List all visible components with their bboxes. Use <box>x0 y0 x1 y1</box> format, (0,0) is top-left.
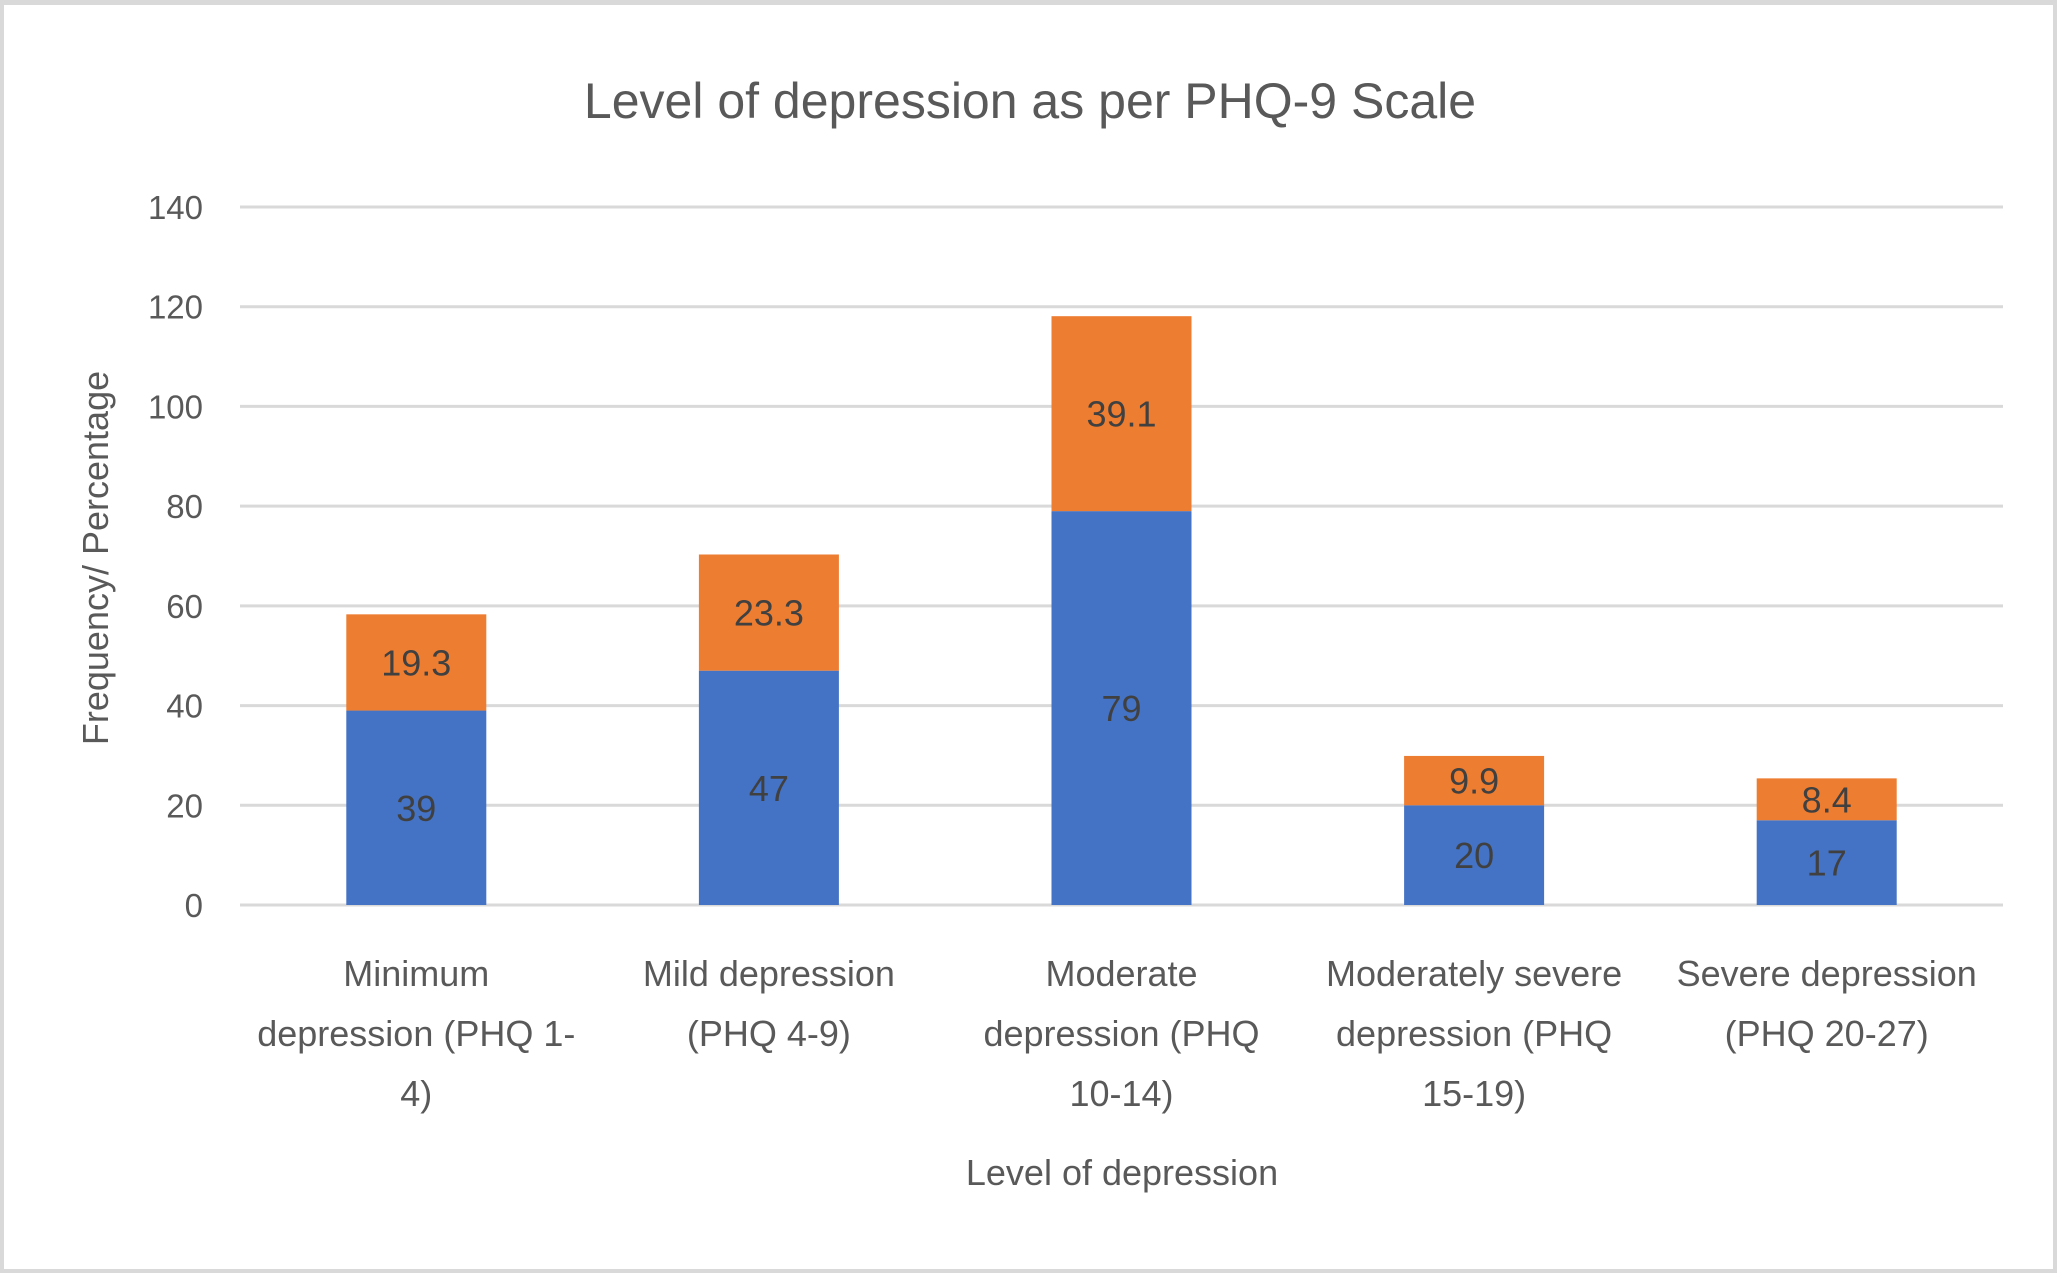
data-label-frequency: 47 <box>749 768 789 809</box>
data-label-frequency: 17 <box>1807 843 1847 884</box>
x-axis-title: Level of depression <box>966 1152 1278 1193</box>
data-label-percentage: 8.4 <box>1802 779 1852 820</box>
data-labels: 39 19.3 47 23.3 79 39.1 20 9.9 17 8.4 <box>381 394 1851 884</box>
x-category-label: 4) <box>400 1073 432 1114</box>
y-tick-label: 100 <box>148 388 203 425</box>
bar-segment-frequency <box>698 670 839 905</box>
data-label-frequency: 79 <box>1101 688 1141 729</box>
x-category-label: Moderately severe <box>1326 953 1622 994</box>
y-tick-label: 60 <box>166 588 203 625</box>
y-tick-label: 40 <box>166 688 203 725</box>
data-label-percentage: 39.1 <box>1086 394 1156 435</box>
chart-title: Level of depression as per PHQ-9 Scale <box>584 73 1476 129</box>
bar-segment-percentage <box>1051 316 1192 512</box>
x-category-label: 15-19) <box>1422 1073 1526 1114</box>
bar-segment-frequency <box>1051 511 1192 905</box>
y-tick-label: 0 <box>185 887 203 924</box>
x-category-label: Moderate <box>1045 953 1197 994</box>
y-tick-label: 140 <box>148 189 203 226</box>
x-category-label: Mild depression <box>643 953 895 994</box>
data-label-frequency: 20 <box>1454 835 1494 876</box>
x-category-label: Severe depression <box>1677 953 1977 994</box>
x-category-label: (PHQ 20-27) <box>1725 1013 1929 1054</box>
x-category-label: depression (PHQ <box>1336 1013 1612 1054</box>
x-category-label: 10-14) <box>1069 1073 1173 1114</box>
bar-segment-percentage <box>698 554 839 671</box>
y-tick-label: 120 <box>148 289 203 326</box>
data-label-percentage: 19.3 <box>381 642 451 683</box>
y-axis-ticks: 0 20 40 60 80 100 120 140 <box>148 189 203 924</box>
bars <box>346 316 1897 905</box>
bar-segment-percentage <box>1404 755 1545 806</box>
x-category-label: depression (PHQ 1- <box>257 1013 575 1054</box>
bar-segment-frequency <box>346 710 487 905</box>
data-label-frequency: 39 <box>396 788 436 829</box>
x-category-label: depression (PHQ <box>983 1013 1259 1054</box>
bar-segment-percentage <box>346 614 487 711</box>
data-label-percentage: 23.3 <box>734 593 804 634</box>
y-axis-title: Frequency/ Percentage <box>75 371 116 745</box>
y-tick-label: 20 <box>166 787 203 824</box>
bar-segment-percentage <box>1756 778 1897 821</box>
y-tick-label: 80 <box>166 488 203 525</box>
bar-segment-frequency <box>1404 805 1545 905</box>
x-category-label: (PHQ 4-9) <box>687 1013 851 1054</box>
bar-segment-frequency <box>1756 820 1897 905</box>
x-axis-category-labels: Minimum depression (PHQ 1- 4) Mild depressi… <box>257 953 1977 1114</box>
x-category-label: Minimum <box>343 953 489 994</box>
data-label-percentage: 9.9 <box>1449 761 1499 802</box>
